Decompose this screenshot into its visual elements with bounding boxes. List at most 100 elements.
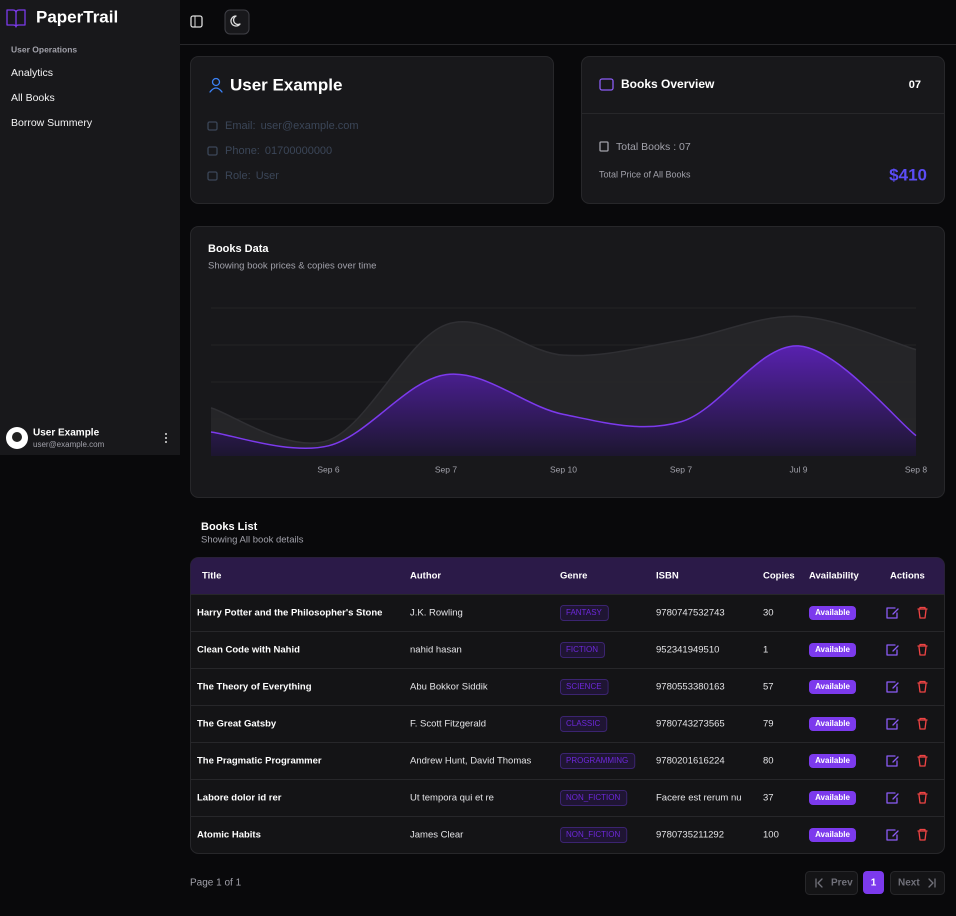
status-text: Available bbox=[815, 719, 850, 728]
status-text: Available bbox=[815, 608, 850, 617]
cell-copies: 80 bbox=[763, 756, 774, 767]
status-text: Available bbox=[815, 793, 850, 802]
status-badge bbox=[809, 791, 856, 805]
cell-copies: 37 bbox=[763, 793, 774, 804]
field-label: Email: bbox=[225, 120, 256, 132]
edit-button[interactable] bbox=[886, 829, 899, 841]
delete-button[interactable] bbox=[917, 643, 928, 656]
edit-button[interactable] bbox=[886, 607, 899, 619]
menu-item[interactable]: All Books bbox=[11, 92, 55, 104]
page-number: 1 bbox=[871, 878, 877, 889]
x-tick-label: Jul 9 bbox=[790, 464, 808, 474]
user-email: user@example.com bbox=[33, 440, 105, 449]
cell-title: Labore dolor id rer bbox=[197, 793, 282, 804]
delete-button[interactable] bbox=[917, 791, 928, 804]
page-label: Page 1 of 1 bbox=[190, 878, 242, 889]
user-icon bbox=[209, 77, 223, 93]
profile-card bbox=[190, 56, 554, 204]
genre-badge-text: NON_FICTION bbox=[566, 793, 620, 802]
edit-button[interactable] bbox=[886, 755, 899, 767]
cell-isbn: 9780735211292 bbox=[656, 830, 724, 841]
cell-isbn: 952341949510 bbox=[656, 645, 719, 656]
chart-subtitle: Showing book prices & copies over time bbox=[208, 261, 376, 272]
cell-isbn: 9780201616224 bbox=[656, 756, 725, 767]
cell-title: The Pragmatic Programmer bbox=[197, 756, 322, 767]
field-value: 01700000000 bbox=[265, 145, 332, 157]
status-badge bbox=[809, 754, 856, 768]
genre-badge-text: FANTASY bbox=[566, 608, 603, 617]
x-tick-label: Sep 7 bbox=[670, 464, 692, 474]
cell-copies: 1 bbox=[763, 645, 768, 656]
sidebar-toggle[interactable] bbox=[190, 15, 203, 28]
status-badge bbox=[809, 643, 856, 657]
column-header: Genre bbox=[560, 571, 587, 582]
cell-author: J.K. Rowling bbox=[410, 608, 463, 619]
wallet-icon bbox=[599, 78, 614, 91]
field-label: Role: bbox=[225, 170, 251, 182]
menu-item[interactable]: Analytics bbox=[11, 67, 53, 79]
status-text: Available bbox=[815, 756, 850, 765]
delete-button[interactable] bbox=[917, 717, 928, 730]
next-icon bbox=[928, 878, 936, 888]
cell-author: Abu Bokkor Siddik bbox=[410, 682, 488, 693]
cell-copies: 30 bbox=[763, 608, 774, 619]
x-tick-label: Sep 8 bbox=[905, 464, 927, 474]
field-value: User bbox=[256, 170, 280, 182]
moon-icon bbox=[230, 15, 241, 27]
field-icon bbox=[207, 146, 218, 156]
cell-copies: 57 bbox=[763, 682, 774, 693]
edit-button[interactable] bbox=[886, 792, 899, 804]
prev-icon bbox=[815, 878, 823, 888]
page-button[interactable] bbox=[863, 871, 884, 894]
delete-button[interactable] bbox=[917, 828, 928, 841]
x-tick-label: Sep 6 bbox=[317, 464, 339, 474]
cell-author: James Clear bbox=[410, 830, 463, 841]
status-badge bbox=[809, 680, 856, 694]
genre-badge bbox=[560, 716, 608, 732]
cell-author: nahid hasan bbox=[410, 645, 462, 656]
theme-toggle[interactable] bbox=[224, 9, 250, 35]
cell-isbn: 9780747532743 bbox=[656, 608, 725, 619]
column-header: Availability bbox=[809, 571, 860, 582]
genre-badge bbox=[560, 642, 605, 658]
total-price: $410 bbox=[889, 165, 927, 184]
cell-title: Atomic Habits bbox=[197, 830, 261, 841]
next-button[interactable] bbox=[890, 871, 945, 895]
logo bbox=[6, 9, 26, 28]
field-label: Phone: bbox=[225, 145, 260, 157]
section-label: User Operations bbox=[11, 44, 77, 54]
x-tick-label: Sep 10 bbox=[550, 464, 577, 474]
cell-copies: 79 bbox=[763, 719, 774, 730]
delete-button[interactable] bbox=[917, 680, 928, 693]
cell-title: Clean Code with Nahid bbox=[197, 645, 300, 656]
overview-card bbox=[581, 56, 945, 204]
user-menu[interactable] bbox=[165, 433, 167, 443]
cell-isbn: 9780553380163 bbox=[656, 682, 725, 693]
user-name: User Example bbox=[33, 428, 100, 439]
avatar-face bbox=[12, 432, 22, 442]
genre-badge bbox=[560, 605, 609, 621]
edit-button[interactable] bbox=[886, 718, 899, 730]
edit-button[interactable] bbox=[886, 681, 899, 693]
status-badge bbox=[809, 606, 856, 620]
delete-button[interactable] bbox=[917, 754, 928, 767]
area bbox=[211, 345, 916, 456]
cell-title: The Great Gatsby bbox=[197, 719, 277, 730]
edit-button[interactable] bbox=[886, 644, 899, 656]
total-price-label: Total Price of All Books bbox=[599, 169, 691, 179]
cell-author: Andrew Hunt, David Thomas bbox=[410, 756, 532, 767]
delete-button[interactable] bbox=[917, 606, 928, 619]
table-title: Books List bbox=[201, 521, 258, 533]
genre-badge-text: NON_FICTION bbox=[566, 830, 620, 839]
cell-isbn: Facere est rerum nu bbox=[656, 793, 742, 804]
prev-button[interactable] bbox=[805, 871, 858, 895]
menu-item[interactable]: Borrow Summery bbox=[11, 117, 93, 129]
cell-title: The Theory of Everything bbox=[197, 682, 312, 693]
status-badge bbox=[809, 828, 856, 842]
profile-name: User Example bbox=[230, 75, 342, 94]
column-header: Copies bbox=[763, 571, 795, 582]
field-icon bbox=[207, 121, 218, 131]
books-icon bbox=[599, 141, 609, 152]
column-header: Author bbox=[410, 571, 441, 582]
